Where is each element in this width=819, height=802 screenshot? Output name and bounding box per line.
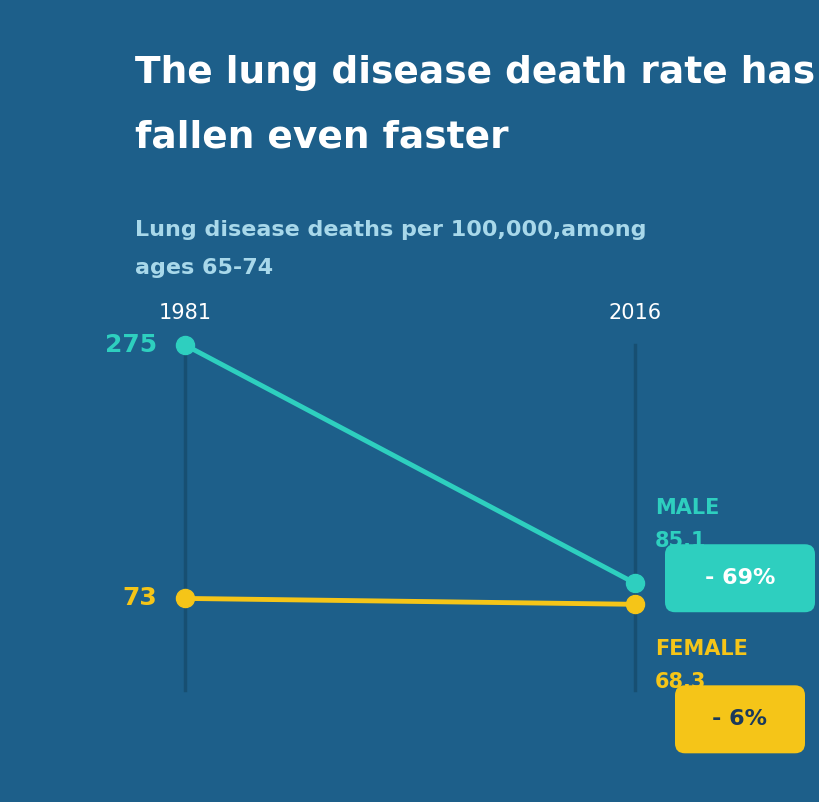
Text: Lung disease deaths per 100,000,among: Lung disease deaths per 100,000,among [135,220,645,240]
Text: fallen even faster: fallen even faster [135,120,508,156]
Text: 68.3: 68.3 [654,672,705,692]
Text: The lung disease death rate has: The lung disease death rate has [135,55,814,91]
FancyBboxPatch shape [674,686,804,753]
Text: 2016: 2016 [608,303,661,323]
Text: 85.1: 85.1 [654,531,706,551]
Text: 73: 73 [122,586,156,610]
Text: FEMALE: FEMALE [654,639,747,659]
Text: MALE: MALE [654,498,718,518]
Text: ages 65-74: ages 65-74 [135,258,273,278]
Text: 1981: 1981 [158,303,211,323]
FancyBboxPatch shape [664,545,814,612]
Text: - 6%: - 6% [712,709,767,729]
Text: - 69%: - 69% [704,569,774,588]
Text: 275: 275 [105,333,156,357]
